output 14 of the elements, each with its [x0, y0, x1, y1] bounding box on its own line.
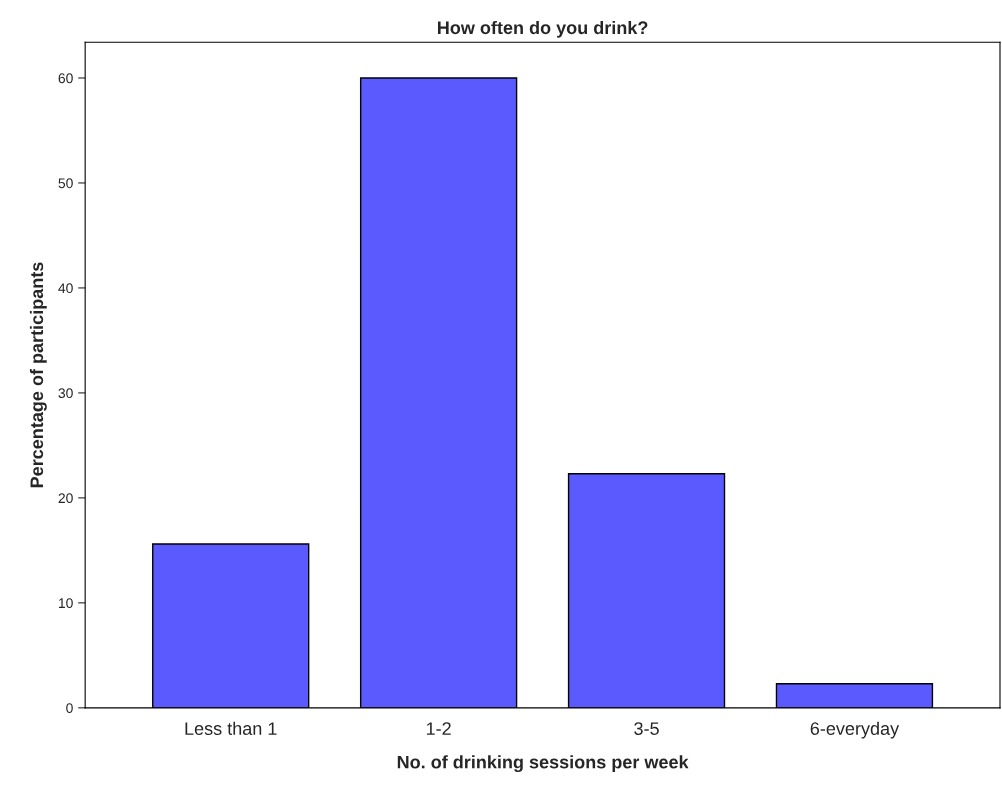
x-tick-label: Less than 1 [185, 721, 277, 735]
y-tick-label: 40 [58, 283, 73, 294]
chart-title: How often do you drink? [437, 20, 648, 38]
x-tick-label: 6-everyday [810, 721, 900, 739]
x-tick-label: 3-5 [634, 722, 659, 735]
y-tick-label: 60 [58, 73, 73, 84]
x-tick-label: 1-2 [426, 722, 451, 735]
y-tick-label: 50 [58, 178, 73, 189]
y-tick-label: 30 [58, 388, 73, 399]
y-axis-title: Percentage of participants [29, 262, 47, 488]
x-axis-title: No. of drinking sessions per week [397, 755, 689, 773]
y-tick-label: 10 [58, 598, 73, 609]
y-tick-label: 0 [66, 703, 73, 713]
y-tick-label: 20 [58, 493, 73, 504]
